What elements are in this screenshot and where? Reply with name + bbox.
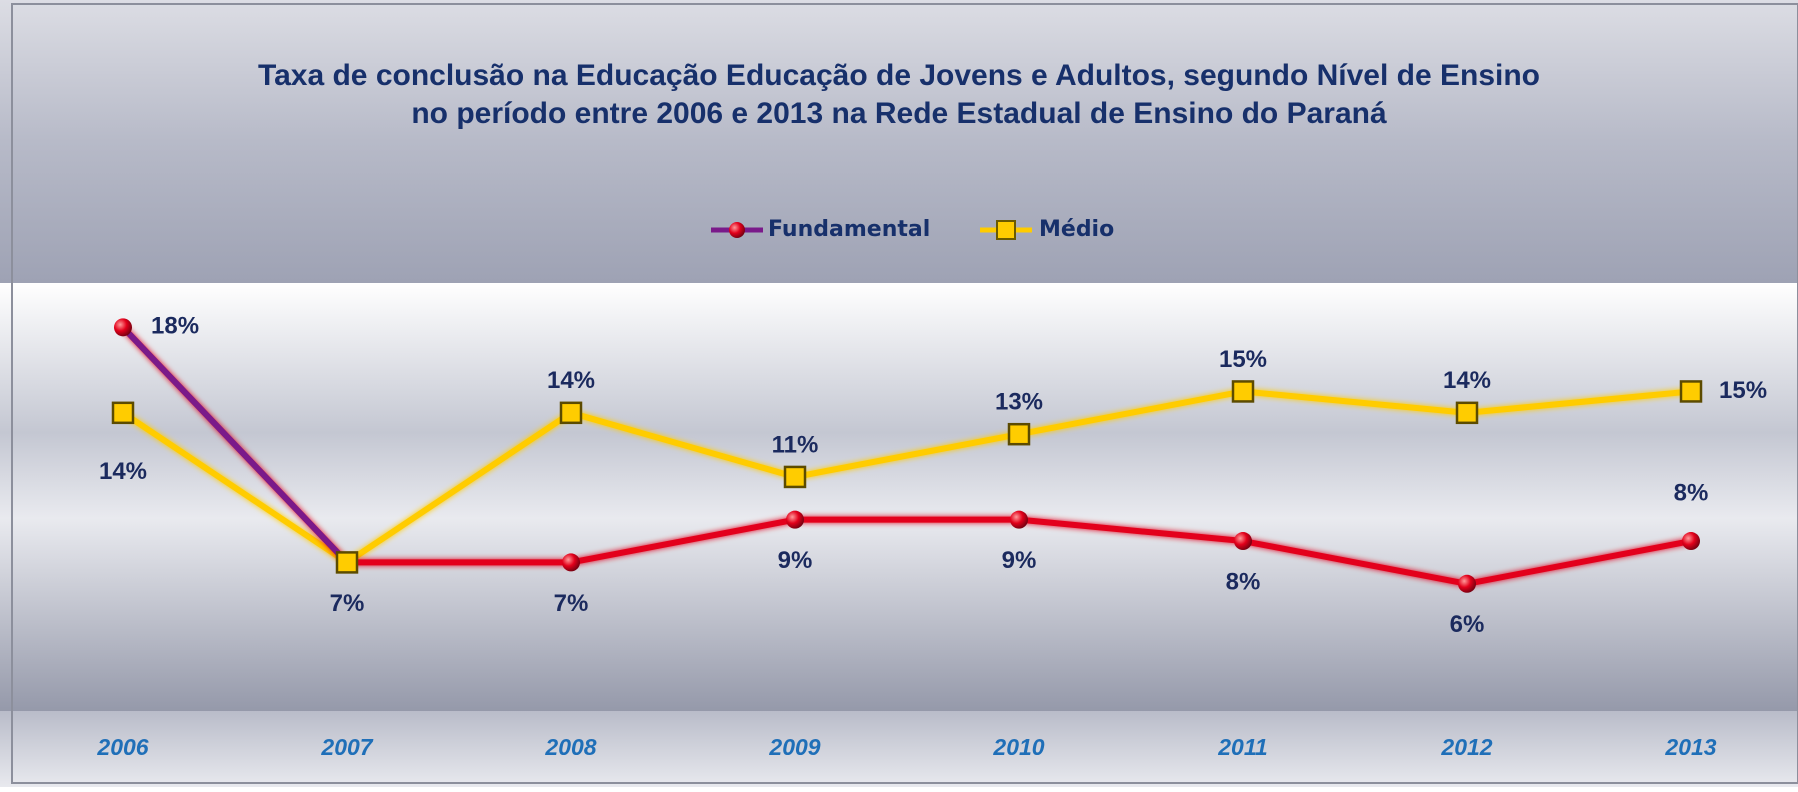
data-label: 14% (547, 367, 595, 394)
legend-label: Fundamental (768, 217, 930, 242)
data-label: 9% (1002, 547, 1037, 574)
data-label: 13% (995, 389, 1043, 416)
point-marker (1455, 401, 1479, 425)
data-label: 6% (1450, 611, 1485, 638)
point-marker (559, 401, 583, 425)
chart-subtitle: no período entre 2006 e 2013 na Rede Est… (411, 97, 1387, 130)
legend-label: Médio (1039, 217, 1114, 242)
point-marker (1010, 510, 1028, 529)
point-marker (1682, 532, 1700, 551)
data-label: 8% (1226, 568, 1261, 595)
series-line (121, 388, 1692, 566)
point-marker (335, 551, 359, 574)
plot-area (0, 283, 1798, 711)
axis-panel (0, 711, 1798, 787)
chart-title: Taxa de conclusão na Educação Educação d… (258, 59, 1540, 92)
point-marker (783, 465, 807, 489)
legend-marker (729, 222, 745, 238)
x-tick-label: 2008 (544, 734, 596, 760)
point-marker (1234, 532, 1252, 551)
data-label: 18% (151, 313, 199, 340)
x-tick-label: 2011 (1217, 734, 1267, 760)
series-layer: 18% 7% 7% 9% 9% 8% 6% 8% 14% 14% 11% 13% 15% 14% 15% (99, 313, 1767, 638)
point-marker (562, 553, 580, 572)
point-marker (111, 401, 135, 425)
x-tick-label: 2013 (1664, 734, 1716, 760)
data-label: 15% (1219, 346, 1267, 373)
data-label: 11% (772, 431, 819, 458)
point-marker (1458, 574, 1476, 593)
x-tick-label: 2007 (320, 734, 373, 760)
x-tick-label: 2012 (1440, 734, 1492, 760)
header-panel (0, 0, 1798, 283)
point-marker (786, 510, 804, 529)
x-tick-label: 2009 (768, 734, 820, 760)
data-label: 15% (1719, 377, 1767, 404)
data-label: 14% (1443, 367, 1491, 394)
data-label: 7% (330, 590, 365, 617)
data-label: 7% (554, 590, 589, 617)
point-marker (1679, 380, 1703, 403)
frame (11, 3, 1798, 784)
data-label: 9% (778, 547, 813, 574)
x-tick-label: 2010 (992, 734, 1044, 760)
x-tick-label: 2006 (96, 734, 148, 760)
legend-marker (996, 220, 1016, 240)
point-marker (114, 318, 132, 337)
data-label: 8% (1674, 479, 1709, 506)
series-accent (120, 325, 350, 565)
series-line (120, 325, 1692, 587)
point-marker (1007, 422, 1031, 446)
point-marker (1231, 380, 1255, 403)
legend: Fundamental Médio (711, 217, 1114, 242)
data-label: 14% (99, 458, 147, 485)
